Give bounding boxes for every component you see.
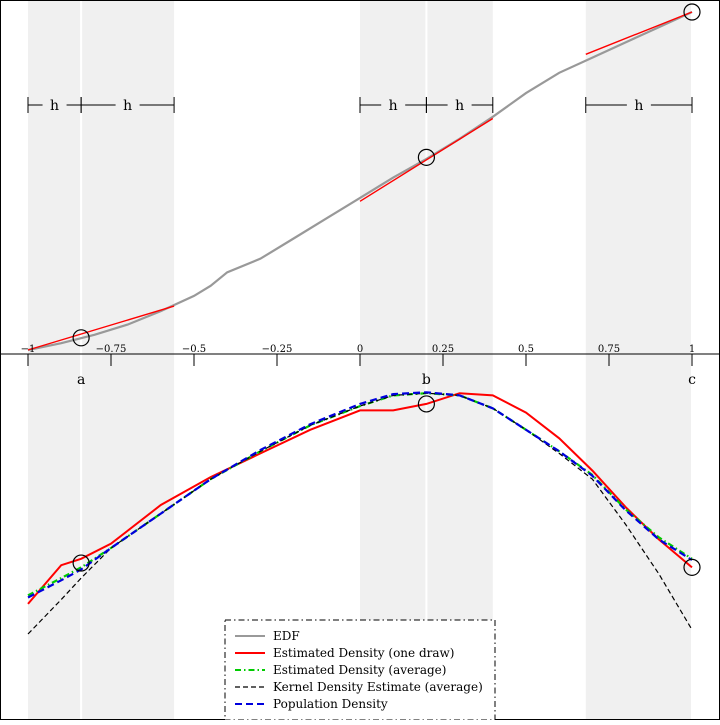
x-tick-label-1: −0.75 bbox=[96, 344, 127, 355]
h-label-4: h bbox=[634, 98, 643, 114]
top-marker-1 bbox=[417, 148, 435, 166]
legend-label-4: Population Density bbox=[273, 697, 388, 711]
legend: EDF Estimated Density (one draw) Estimated… bbox=[224, 619, 496, 721]
bottom-marker-2 bbox=[683, 558, 701, 576]
shaded-band-0 bbox=[28, 0, 175, 720]
x-tick-label-2: −0.5 bbox=[182, 344, 206, 355]
h-label-3: h bbox=[455, 98, 464, 114]
legend-label-1: Estimated Density (one draw) bbox=[273, 646, 454, 660]
legend-label-3: Kernel Density Estimate (average) bbox=[273, 680, 483, 694]
local-fit-segment-2 bbox=[585, 11, 693, 55]
h-label-2: h bbox=[389, 98, 398, 114]
x-tick-label-7: 0.75 bbox=[598, 344, 620, 355]
bottom-marker-0 bbox=[72, 554, 90, 572]
legend-box bbox=[224, 619, 496, 721]
edf-line bbox=[27, 10, 693, 352]
top-panel-series bbox=[27, 10, 693, 352]
legend-label-2: Estimated Density (average) bbox=[273, 663, 446, 677]
bottom-panel-series bbox=[27, 391, 693, 635]
legend-label-0: EDF bbox=[273, 629, 300, 643]
x-tick-label-0: −1 bbox=[21, 344, 36, 355]
top-marker-0 bbox=[72, 329, 90, 347]
local-fit-segment-0 bbox=[27, 305, 175, 351]
density-line-3 bbox=[27, 392, 693, 635]
h-label-0: h bbox=[50, 98, 59, 114]
top-marker-2 bbox=[683, 3, 701, 21]
x-tick-label-4: 0 bbox=[357, 344, 363, 355]
density-line-1 bbox=[27, 392, 693, 605]
x-tick-label-6: 0.5 bbox=[518, 344, 534, 355]
x-axis: −1 −0.75 −0.5 −0.25 0 0.25 0.5 0.75 1 bbox=[21, 344, 695, 366]
circle-markers bbox=[72, 3, 701, 576]
h-label-1: h bbox=[123, 98, 132, 114]
point-label-a: a bbox=[77, 372, 85, 388]
point-label-b: b bbox=[422, 372, 431, 388]
point-label-c: c bbox=[688, 372, 696, 388]
local-fit-segment-1 bbox=[359, 117, 494, 202]
evaluation-point-labels: a b c bbox=[77, 372, 696, 388]
bottom-marker-1 bbox=[417, 395, 435, 413]
x-tick-label-5: 0.25 bbox=[432, 344, 454, 355]
density-line-4 bbox=[27, 391, 693, 599]
x-tick-label-8: 1 bbox=[689, 344, 695, 355]
x-tick-label-3: −0.25 bbox=[262, 344, 293, 355]
